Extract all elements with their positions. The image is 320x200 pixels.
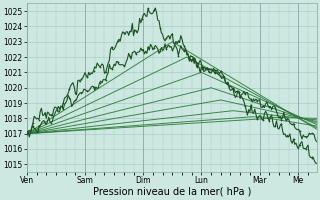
X-axis label: Pression niveau de la mer( hPa ): Pression niveau de la mer( hPa ) xyxy=(92,187,251,197)
